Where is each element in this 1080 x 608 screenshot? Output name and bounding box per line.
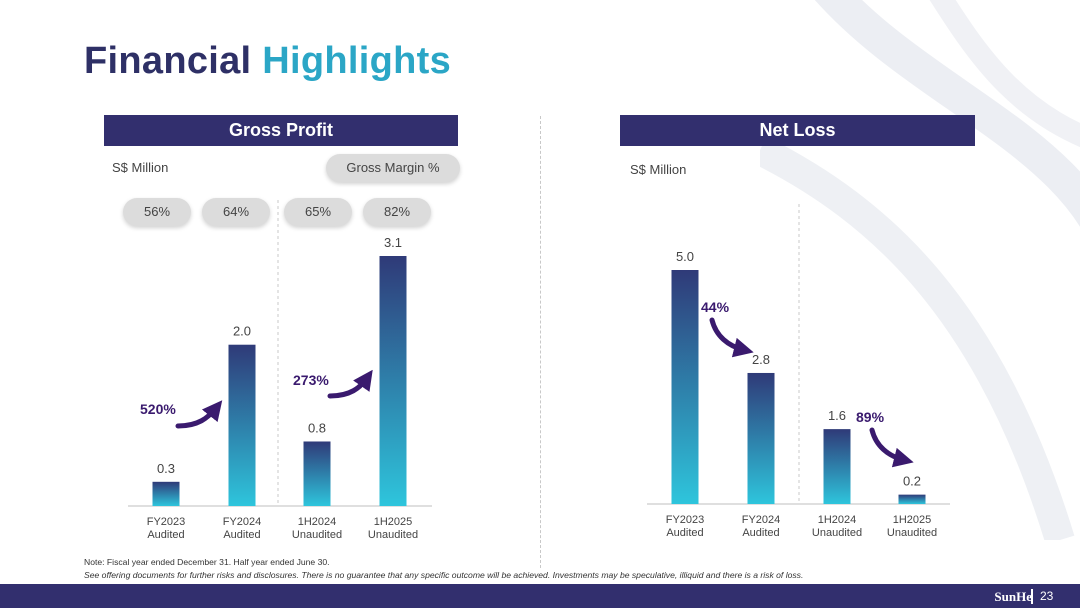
growth-arrow-icon: [327, 369, 373, 399]
page-title: Financial Highlights: [84, 40, 451, 83]
x-tick-label: Audited: [223, 529, 260, 541]
x-tick-label: FY2023: [666, 514, 705, 526]
net-loss-header: Net Loss: [620, 115, 975, 146]
bar: [152, 481, 180, 506]
bar: [379, 256, 407, 506]
bar-value-label: 1.6: [828, 408, 846, 423]
growth-arrow-icon: [175, 400, 223, 429]
bar-value-label: 3.1: [384, 235, 402, 250]
gross-margin-pill: 56%: [123, 198, 191, 226]
reduction-label: 44%: [701, 299, 730, 315]
x-tick-label: 1H2024: [298, 516, 337, 528]
panel-divider: [540, 116, 541, 568]
reduction-label: 89%: [856, 409, 885, 425]
bar-value-label: 5.0: [676, 249, 694, 264]
x-tick-label: 1H2025: [893, 514, 932, 526]
bar-value-label: 2.8: [752, 352, 770, 367]
bar-value-label: 0.3: [157, 461, 175, 476]
growth-label: 273%: [293, 372, 329, 388]
bar: [303, 441, 331, 506]
page-title-part1: Financial: [84, 40, 252, 82]
gross-margin-label: Gross Margin %: [326, 154, 460, 182]
page-number: 23: [1040, 589, 1054, 603]
x-tick-label: Audited: [666, 527, 703, 539]
reduction-arrow-icon: [709, 317, 754, 358]
x-tick-label: FY2024: [742, 514, 781, 526]
gross-profit-header: Gross Profit: [104, 115, 458, 146]
x-tick-label: Audited: [147, 529, 184, 541]
gross-margin-pill: 65%: [284, 198, 352, 226]
x-tick-label: Unaudited: [292, 529, 342, 541]
x-tick-label: FY2023: [147, 516, 186, 528]
bar: [898, 494, 926, 504]
net-loss-unit: S$ Million: [630, 162, 687, 177]
chart-net-loss: 5.0FY2023Audited2.8FY2024Audited1.61H202…: [647, 204, 950, 539]
bar-value-label: 0.2: [903, 474, 921, 489]
bar-value-label: 0.8: [308, 420, 326, 435]
page-title-part2: Highlights: [262, 40, 452, 82]
gross-profit-unit: S$ Million: [112, 160, 169, 175]
bar: [228, 344, 256, 506]
gross-margin-pill: 64%: [202, 198, 270, 226]
disclaimer: See offering documents for further risks…: [84, 570, 804, 580]
bar-value-label: 2.0: [233, 324, 251, 339]
x-tick-label: 1H2024: [818, 514, 857, 526]
company-logo: SunHe: [994, 589, 1032, 604]
bar: [671, 270, 699, 504]
x-tick-label: 1H2025: [374, 516, 413, 528]
x-tick-label: Unaudited: [812, 527, 862, 539]
bar: [747, 372, 775, 504]
footer-bar: [0, 584, 1080, 608]
x-tick-label: Unaudited: [368, 529, 418, 541]
x-tick-label: FY2024: [223, 516, 262, 528]
chart-gross-profit: 0.3FY2023Audited2.0FY2024Audited0.81H202…: [128, 200, 432, 541]
x-tick-label: Unaudited: [887, 527, 937, 539]
bar: [823, 429, 851, 504]
footer-separator: [1031, 589, 1033, 604]
growth-label: 520%: [140, 401, 176, 417]
reduction-arrow-icon: [869, 427, 914, 468]
x-tick-label: Audited: [742, 527, 779, 539]
footnote: Note: Fiscal year ended December 31. Hal…: [84, 557, 330, 567]
gross-margin-pill: 82%: [363, 198, 431, 226]
